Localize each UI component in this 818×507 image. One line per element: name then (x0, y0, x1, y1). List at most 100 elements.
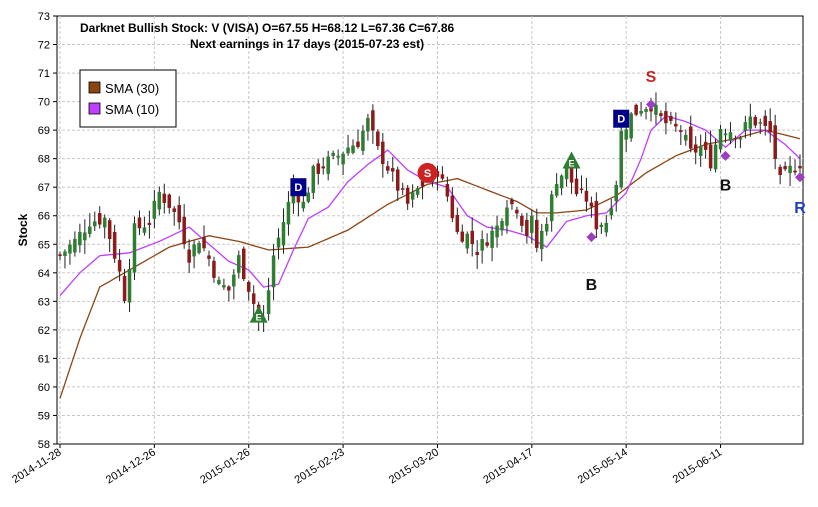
candle-body (122, 275, 127, 302)
candle-body (674, 123, 678, 127)
x-tick-label: 2015-04-17 (481, 446, 535, 486)
signal-label: B (720, 177, 732, 194)
candle (490, 225, 494, 262)
candle (693, 136, 698, 165)
signal-label: R (794, 200, 806, 217)
candle (659, 110, 663, 122)
legend-label-sma30: SMA (30) (105, 81, 159, 96)
candle-body (460, 231, 465, 242)
candle (127, 259, 132, 313)
candle-body (331, 152, 335, 156)
candle (495, 215, 499, 248)
signal-label: D (617, 114, 625, 126)
candle-body (102, 217, 107, 228)
candle (554, 173, 559, 198)
candle-body (669, 115, 673, 121)
candle-body (490, 230, 494, 248)
y-tick-label: 71 (38, 68, 50, 80)
candle-body (693, 144, 698, 153)
signal-label: B (586, 277, 598, 294)
candle-body (733, 137, 738, 140)
signal-circle-shape (417, 162, 438, 183)
candle-body (763, 115, 767, 126)
candle-body (495, 225, 499, 238)
candle-body (703, 141, 708, 150)
candle-body (539, 230, 544, 250)
candle (147, 210, 152, 239)
candle (410, 184, 415, 208)
candle (684, 129, 688, 146)
candle (510, 197, 514, 210)
candle-body (480, 239, 484, 251)
candle-body (147, 222, 152, 225)
candle-body (594, 200, 599, 230)
candle (539, 223, 544, 262)
candle-body (137, 217, 142, 229)
candle-body (306, 192, 311, 202)
candle (688, 115, 693, 153)
candle-body (222, 285, 226, 288)
candle (440, 166, 445, 181)
candle (515, 206, 519, 219)
candle (445, 176, 450, 202)
candle (728, 122, 733, 145)
candle-body (465, 233, 469, 249)
candle (376, 129, 380, 150)
candle (142, 216, 147, 236)
y-tick-label: 59 (38, 410, 50, 422)
candle-body (381, 141, 385, 165)
y-axis-ticks: 58 59 60 61 62 63 64 65 66 67 68 69 70 71 72 73 (38, 11, 57, 451)
candle-body (644, 109, 648, 112)
candle-body (629, 113, 633, 139)
candle (306, 187, 311, 204)
candle (768, 108, 772, 143)
candle (634, 103, 638, 117)
candle (68, 239, 72, 265)
signal-label: E (569, 159, 575, 169)
candle (713, 138, 718, 173)
signal-label: D (294, 182, 302, 194)
y-tick-label: 72 (38, 40, 50, 52)
candle (525, 212, 529, 244)
candle-body (639, 110, 643, 114)
candle-body (266, 290, 271, 315)
candle (137, 210, 142, 236)
candle (530, 209, 534, 244)
signal-box-d: D (290, 178, 307, 197)
x-tick-label: 2015-02-23 (293, 446, 347, 486)
y-tick-label: 66 (38, 211, 50, 223)
x-tick-label: 2015-06-11 (671, 446, 724, 486)
candle (544, 217, 549, 236)
chart-title-line1: Darknet Bullish Stock: V (VISA) O=67.55 … (80, 21, 455, 35)
y-tick-label: 67 (38, 182, 50, 194)
candle-body (192, 244, 196, 257)
candle-body (728, 132, 733, 141)
candle (102, 214, 107, 239)
candle-body (127, 269, 132, 303)
candle-body (286, 201, 291, 225)
y-tick-label: 58 (38, 439, 50, 451)
candle (535, 208, 539, 253)
candle-body (475, 252, 479, 255)
candle-body (58, 254, 62, 257)
candle (679, 125, 683, 146)
candle (326, 150, 330, 181)
candle-body (326, 156, 330, 174)
candle-body (162, 193, 167, 203)
y-tick-label: 68 (38, 154, 50, 166)
signal-diamond (646, 99, 657, 110)
candle (753, 114, 758, 129)
candle-body (788, 165, 792, 174)
candle-body (773, 125, 777, 159)
candle-body (624, 129, 628, 140)
candle-body (391, 168, 395, 172)
candle (281, 208, 286, 254)
candle-body (152, 200, 157, 219)
candle-body (93, 221, 97, 227)
candle-body (83, 232, 87, 241)
candle-body (182, 216, 186, 245)
y-tick-label: 70 (38, 97, 50, 109)
candle-body (410, 192, 415, 200)
candle (391, 156, 395, 182)
